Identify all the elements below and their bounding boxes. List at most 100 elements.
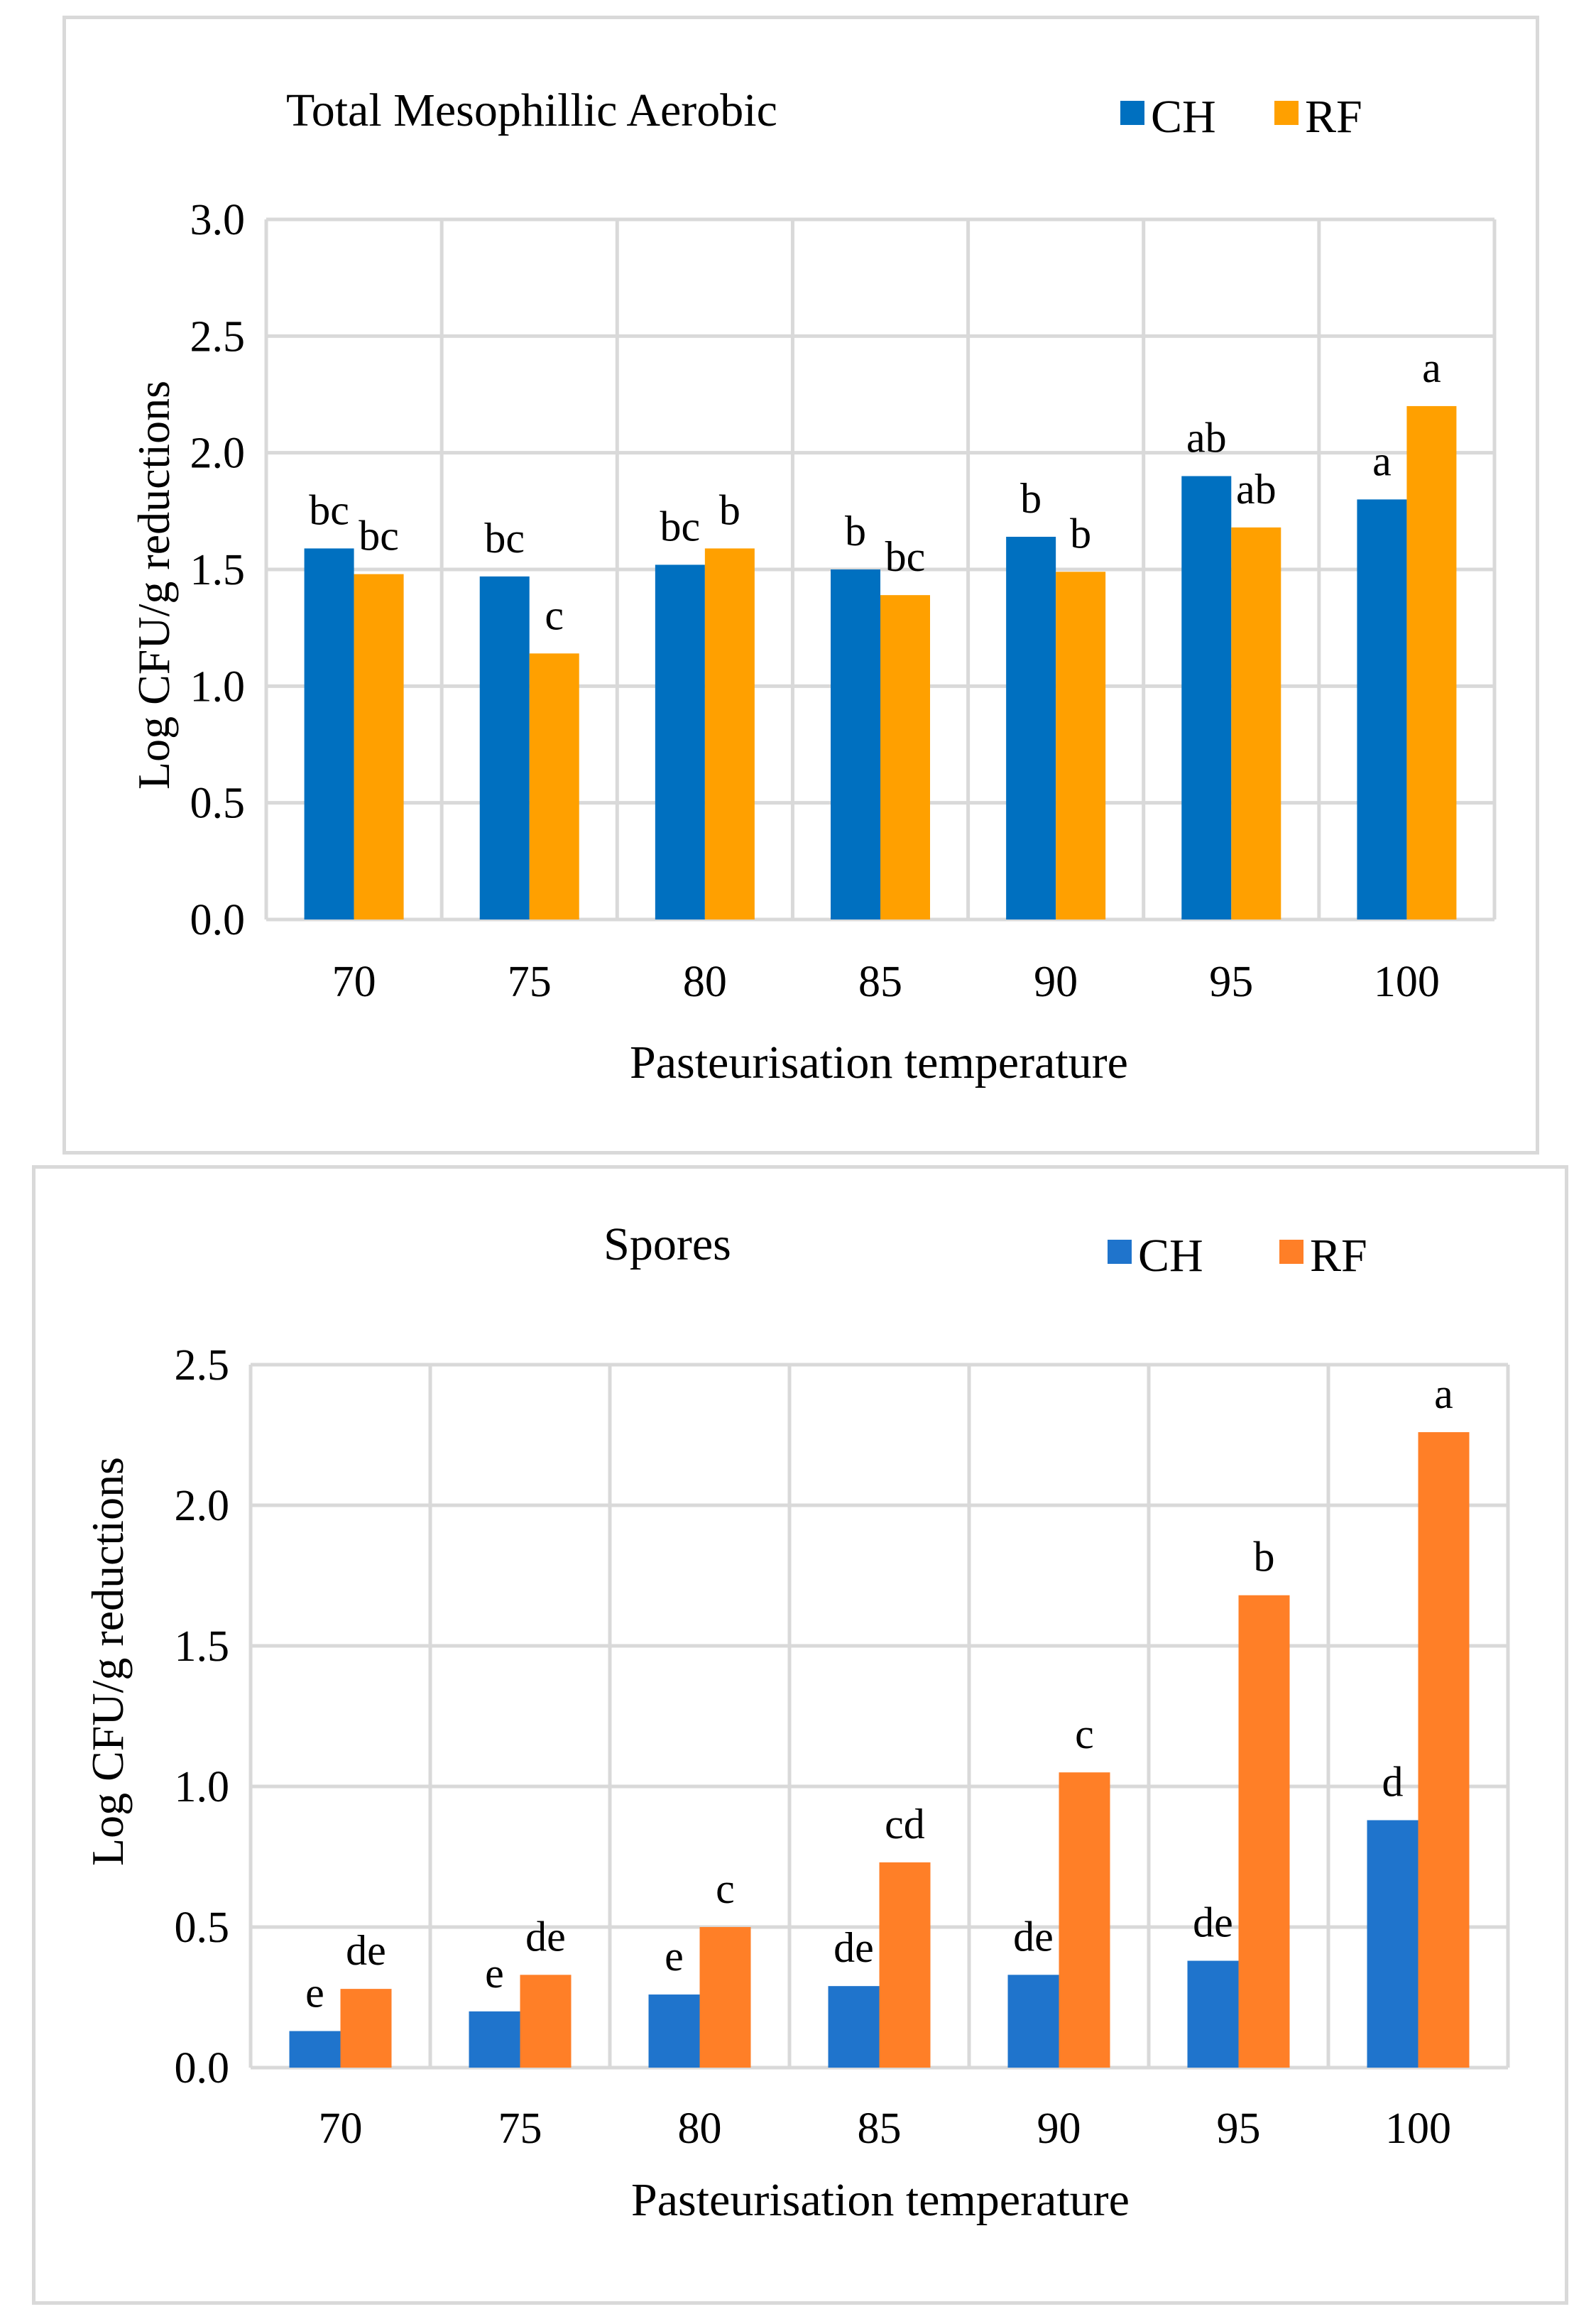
bar-label-ch-90: b (1020, 475, 1042, 522)
x-tick-label: 70 (332, 958, 376, 1006)
legend-swatch-rf (1274, 101, 1299, 125)
bar-ch-100 (1367, 1820, 1419, 2068)
x-tick-label: 85 (858, 958, 902, 1006)
legend: CH RF (1108, 1230, 1367, 1282)
bar-label-rf-90: b (1070, 510, 1091, 557)
chart-panel-mesophilic: Total Mesophillic Aerobic CH RF Log CFU/… (62, 16, 1539, 1155)
bar-label-ch-75: e (485, 1950, 504, 1997)
bar-ch-95 (1187, 1960, 1239, 2068)
bar-rf-100 (1418, 1432, 1470, 2068)
x-tick-label: 80 (683, 958, 727, 1006)
bar-ch-85 (831, 569, 880, 919)
chart-mesophilic: Total Mesophillic Aerobic CH RF Log CFU/… (129, 84, 1497, 1088)
bar-label-ch-75: bc (484, 515, 525, 562)
bar-label-ch-95: de (1193, 1899, 1233, 1946)
x-tick-label: 90 (1034, 958, 1078, 1006)
legend-label-ch: CH (1151, 91, 1216, 143)
chart-title: Total Mesophillic Aerobic (286, 84, 777, 136)
bar-ch-90 (1007, 1975, 1059, 2068)
bar-label-rf-75: c (545, 591, 564, 638)
bar-rf-70 (354, 574, 404, 919)
legend: CH RF (1120, 91, 1362, 143)
bar-label-rf-70: de (346, 1927, 386, 1974)
legend-swatch-ch (1108, 1240, 1132, 1264)
bar-label-ch-85: b (845, 508, 866, 555)
gridlines (264, 217, 1497, 922)
y-axis-label: Log CFU/g reductions (82, 1457, 133, 1866)
y-tick-label: 1.0 (190, 662, 246, 711)
bars (304, 405, 1457, 919)
y-tick-label: 1.5 (175, 1622, 230, 1671)
bar-rf-70 (340, 1989, 392, 2068)
x-tick-label: 95 (1217, 2105, 1261, 2153)
bar-ch-95 (1181, 476, 1232, 919)
bar-label-ch-70: e (305, 1970, 324, 2016)
bar-label-ch-85: de (833, 1924, 874, 1971)
bar-ch-75 (479, 576, 530, 919)
bar-label-rf-75: de (525, 1913, 566, 1960)
bar-rf-85 (879, 1862, 931, 2068)
bar-rf-80 (699, 1927, 751, 2068)
bar-label-ch-100: a (1372, 437, 1392, 484)
y-tick-label: 2.5 (175, 1341, 230, 1390)
bar-label-rf-90: c (1075, 1710, 1094, 1757)
bar-rf-75 (529, 653, 579, 919)
y-tick-label: 1.0 (175, 1763, 230, 1811)
y-axis-label: Log CFU/g reductions (129, 381, 179, 790)
bar-rf-80 (704, 548, 755, 919)
x-tick-label: 100 (1374, 958, 1440, 1006)
legend-swatch-ch (1120, 101, 1144, 125)
x-tick-label: 100 (1385, 2105, 1451, 2153)
bar-label-ch-80: bc (660, 503, 701, 550)
bar-label-rf-85: bc (885, 533, 926, 580)
bar-rf-90 (1059, 1772, 1110, 2068)
x-tick-label: 85 (858, 2105, 902, 2153)
bar-label-rf-95: b (1254, 1534, 1275, 1581)
bar-label-ch-80: e (665, 1933, 684, 1980)
bar-label-ch-95: ab (1186, 415, 1227, 462)
bar-ch-70 (304, 548, 354, 919)
bar-label-rf-100: a (1434, 1370, 1453, 1417)
y-tick-label: 3.0 (190, 196, 246, 244)
chart-panel-spores: Spores CH RF Log CFU/g reductions Pasteu… (32, 1165, 1568, 2305)
bar-ch-80 (655, 564, 705, 919)
y-tick-labels: 0.0 0.5 1.0 1.5 2.0 2.5 (175, 1341, 230, 2092)
legend-label-rf: RF (1305, 91, 1362, 143)
bar-rf-90 (1056, 572, 1106, 919)
chart-title: Spores (603, 1218, 731, 1270)
bar-rf-95 (1231, 527, 1281, 919)
gridlines (248, 1363, 1510, 2070)
y-tick-label: 0.0 (190, 896, 246, 944)
bar-label-rf-95: ab (1236, 466, 1277, 513)
bar-label-rf-70: bc (359, 513, 399, 560)
y-tick-labels: 0.0 0.5 1.0 1.5 2.0 2.5 3.0 (190, 196, 246, 944)
y-tick-label: 2.5 (190, 312, 246, 361)
x-axis-label: Pasteurisation temperature (630, 1037, 1128, 1088)
x-tick-label: 80 (678, 2105, 722, 2153)
bar-label-rf-80: c (716, 1865, 735, 1912)
bar-rf-95 (1238, 1595, 1290, 2068)
x-tick-label: 70 (319, 2105, 363, 2153)
x-tick-label: 75 (498, 2105, 542, 2153)
bar-label-ch-70: bc (309, 486, 349, 533)
x-tick-labels: 70 75 80 85 90 95 100 (332, 958, 1440, 1006)
bar-ch-100 (1357, 499, 1407, 919)
bar-rf-85 (880, 595, 930, 919)
x-tick-label: 95 (1209, 958, 1253, 1006)
bars (289, 1432, 1470, 2068)
bar-label-rf-100: a (1422, 344, 1441, 391)
y-tick-label: 0.5 (175, 1904, 230, 1952)
bar-ch-85 (828, 1986, 880, 2068)
x-tick-label: 75 (508, 958, 552, 1006)
bar-label-ch-100: d (1382, 1759, 1404, 1806)
bar-ch-80 (648, 1994, 700, 2068)
chart-spores: Spores CH RF Log CFU/g reductions Pasteu… (82, 1218, 1510, 2226)
bar-rf-100 (1406, 405, 1457, 919)
y-tick-label: 2.0 (175, 1482, 230, 1530)
bar-rf-75 (520, 1975, 572, 2068)
legend-label-ch: CH (1138, 1230, 1203, 1282)
y-tick-label: 2.0 (190, 430, 246, 478)
bar-label-ch-90: de (1013, 1913, 1054, 1960)
